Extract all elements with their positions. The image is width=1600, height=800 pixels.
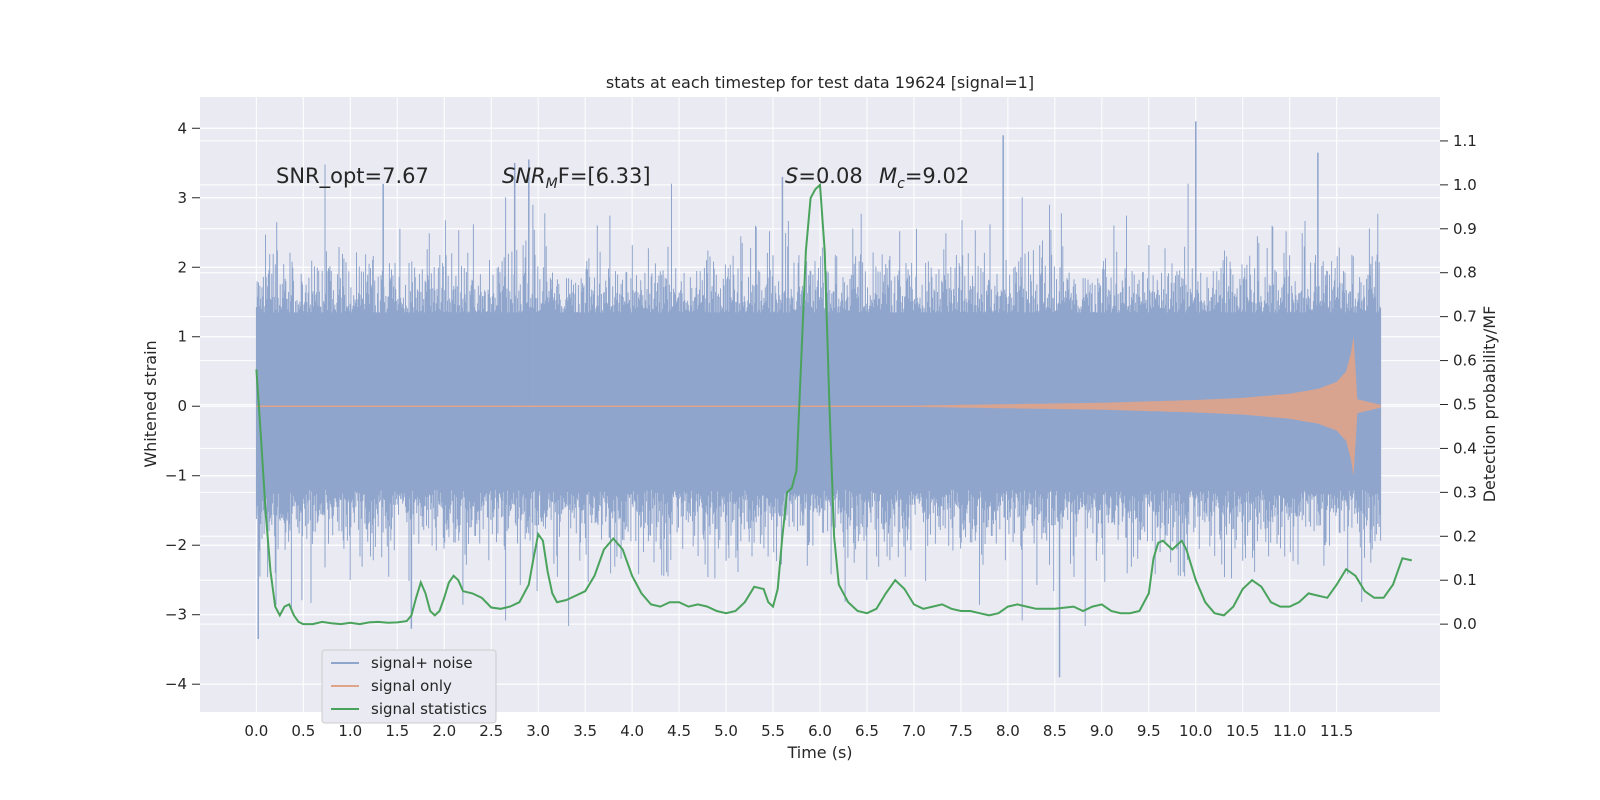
signal-statistics-line (255, 182, 1413, 626)
y-left-tick-label: 3 (177, 189, 187, 207)
y-axis-right-label: Detection probability/MF (1480, 306, 1499, 503)
y-left-tick-label: −1 (165, 467, 187, 485)
x-tick-label: 8.0 (996, 722, 1020, 740)
y-right-tick-label: 0.6 (1453, 352, 1477, 370)
signal-statistics-series (255, 182, 1413, 626)
y-right-tick-label: 0.7 (1453, 308, 1477, 326)
s-value: =0.08 (798, 164, 862, 188)
y-right-tick-label: 1.1 (1453, 132, 1477, 150)
y-axis-right-ticks: 1.1 1.0 0.9 0.8 0.7 0.6 0.5 0.4 0.3 0.2 0.1 0.0 (1440, 132, 1477, 633)
annotation-snr-opt: SNR_opt=7.67 (276, 164, 429, 189)
y-right-tick-label: 0.0 (1453, 615, 1477, 633)
x-tick-label: 1.0 (338, 722, 362, 740)
annotation-mc: Mc=9.02 (879, 164, 969, 192)
y-right-tick-label: 0.1 (1453, 571, 1477, 589)
snr-mf-sub: M (546, 176, 558, 192)
x-tick-label: 0.5 (291, 722, 315, 740)
mc-value: =9.02 (905, 164, 969, 188)
x-tick-label: 8.5 (1043, 722, 1067, 740)
y-right-tick-label: 0.9 (1453, 220, 1477, 238)
x-tick-label: 7.5 (949, 722, 973, 740)
signal-only-chirp (913, 336, 1381, 476)
y-left-tick-label: 2 (177, 258, 187, 276)
y-left-tick-label: 4 (177, 119, 187, 137)
x-tick-label: 11.0 (1273, 722, 1306, 740)
snr-mf-tail: F=[6.33] (558, 164, 651, 188)
x-tick-label: 10.5 (1226, 722, 1259, 740)
s-label: S (785, 164, 798, 188)
chart-title: stats at each timestep for test data 196… (606, 73, 1034, 92)
x-tick-label: 4.5 (667, 722, 691, 740)
y-left-tick-label: 1 (177, 328, 187, 346)
x-tick-label: 2.5 (479, 722, 503, 740)
legend-label-signal-noise: signal+ noise (371, 654, 473, 672)
y-axis-left-label: Whitened strain (141, 340, 160, 467)
x-tick-label: 7.0 (902, 722, 926, 740)
mc-sub: c (897, 176, 905, 192)
x-tick-label: 6.0 (808, 722, 832, 740)
x-tick-label: 6.5 (855, 722, 879, 740)
annotation-snr-mf: SNRMF=[6.33] (502, 164, 651, 192)
x-tick-label: 10.0 (1179, 722, 1212, 740)
x-tick-label: 0.0 (244, 722, 268, 740)
x-tick-label: 5.0 (714, 722, 738, 740)
y-right-tick-label: 0.8 (1453, 264, 1477, 282)
legend-label-signal-statistics: signal statistics (371, 700, 487, 718)
x-tick-label: 2.0 (432, 722, 456, 740)
y-left-tick-label: −2 (165, 536, 187, 554)
mc-label: M (879, 164, 897, 188)
y-left-tick-label: −3 (165, 606, 187, 624)
x-tick-label: 3.5 (573, 722, 597, 740)
x-tick-label: 9.0 (1090, 722, 1114, 740)
x-tick-label: 1.5 (385, 722, 409, 740)
legend-label-signal-only: signal only (371, 677, 452, 695)
y-left-tick-label: 0 (177, 397, 187, 415)
y-right-tick-label: 1.0 (1453, 176, 1477, 194)
y-right-tick-label: 0.5 (1453, 396, 1477, 414)
legend-box (321, 649, 497, 724)
x-tick-label: 4.0 (620, 722, 644, 740)
y-left-tick-label: −4 (165, 675, 187, 693)
y-right-tick-label: 0.4 (1453, 439, 1477, 457)
signal-only-series (256, 336, 1381, 476)
x-tick-label: 3.0 (526, 722, 550, 740)
annotation-s: S=0.08 (785, 164, 863, 188)
x-axis-label: Time (s) (786, 743, 852, 762)
x-tick-label: 11.5 (1320, 722, 1353, 740)
y-right-tick-label: 0.3 (1453, 483, 1477, 501)
y-right-tick-label: 0.2 (1453, 527, 1477, 545)
x-tick-label: 5.5 (761, 722, 785, 740)
x-tick-label: 9.5 (1137, 722, 1161, 740)
legend: signal+ noise signal only signal statist… (321, 649, 497, 724)
y-axis-left-ticks: 4 3 2 1 0 −1 −2 −3 −4 (165, 119, 200, 693)
x-axis-ticks: 0.0 0.5 1.0 1.5 2.0 2.5 3.0 3.5 4.0 4.5 5.0 5.5 6.0 6… (244, 722, 1353, 740)
snr-mf-main: SNR (502, 164, 546, 188)
